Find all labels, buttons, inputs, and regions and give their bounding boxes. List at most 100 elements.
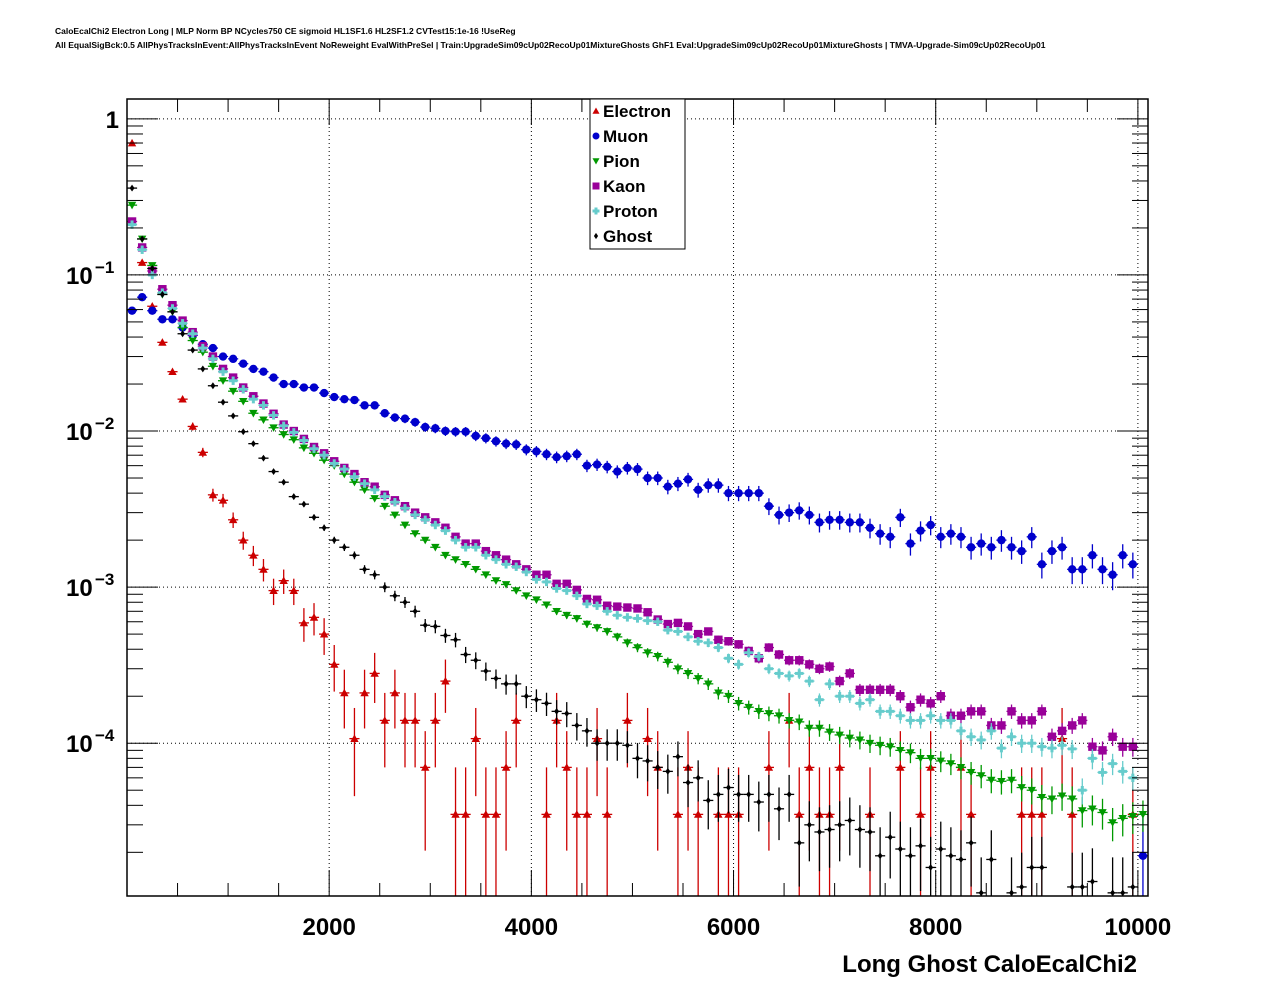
data-point	[713, 478, 724, 493]
marker-bar	[696, 637, 700, 646]
data-point	[127, 220, 138, 229]
marker	[1118, 815, 1127, 823]
marker	[855, 736, 865, 745]
marker-bar	[858, 699, 862, 708]
marker	[289, 436, 298, 444]
marker	[483, 667, 489, 675]
marker	[239, 535, 248, 544]
data-point	[743, 700, 754, 715]
series-ghost	[127, 184, 1138, 897]
marker	[432, 622, 438, 630]
data-point	[248, 394, 259, 404]
marker	[198, 448, 208, 456]
data-point	[794, 816, 805, 887]
data-point	[359, 401, 370, 410]
marker	[1029, 863, 1035, 871]
marker-bar	[615, 611, 619, 620]
marker	[754, 488, 764, 498]
data-point	[1016, 713, 1027, 729]
marker	[1037, 707, 1047, 716]
marker	[299, 444, 309, 453]
marker	[614, 739, 620, 747]
marker	[643, 473, 652, 483]
data-point	[864, 693, 876, 707]
marker	[503, 680, 509, 688]
marker	[299, 618, 309, 627]
marker	[319, 629, 329, 638]
marker-bar	[413, 510, 417, 520]
marker	[683, 622, 693, 631]
data-point	[945, 753, 956, 776]
marker	[693, 810, 703, 818]
marker	[299, 383, 309, 392]
marker	[281, 478, 287, 486]
marker	[1098, 809, 1107, 817]
data-point	[773, 708, 785, 724]
marker	[249, 409, 258, 418]
marker	[218, 496, 228, 504]
x-tick-label: 2000	[302, 914, 355, 941]
marker	[501, 439, 511, 448]
data-point	[602, 767, 613, 896]
data-point	[238, 359, 249, 368]
data-point	[915, 693, 926, 707]
data-point	[935, 713, 946, 729]
marker	[805, 660, 814, 669]
data-point	[470, 543, 481, 552]
data-point	[228, 376, 239, 385]
marker	[461, 427, 470, 436]
marker-bar	[373, 485, 377, 495]
data-point	[602, 627, 613, 636]
data-point	[268, 424, 279, 432]
data-point	[773, 649, 785, 660]
data-point	[1046, 540, 1058, 564]
marker	[663, 658, 673, 667]
data-point	[824, 511, 835, 530]
marker	[228, 354, 238, 364]
marker	[249, 394, 258, 404]
data-point	[511, 562, 522, 571]
marker	[1098, 565, 1107, 574]
marker	[137, 245, 147, 254]
marker	[168, 315, 177, 324]
marker	[946, 760, 956, 768]
data-point	[986, 723, 997, 740]
marker	[754, 707, 764, 716]
marker	[746, 790, 752, 798]
data-point	[693, 637, 704, 646]
marker	[594, 739, 600, 747]
data-point	[1026, 778, 1037, 805]
marker	[1130, 883, 1136, 891]
data-point	[339, 394, 350, 404]
marker	[513, 680, 519, 688]
marker	[218, 377, 228, 385]
legend-item-kaon: Kaon	[592, 177, 646, 196]
marker	[897, 845, 903, 853]
marker-bar	[565, 586, 569, 595]
marker	[956, 532, 966, 542]
data-point	[844, 690, 855, 703]
data-point	[238, 397, 249, 406]
marker-bar	[828, 679, 832, 689]
y-tick-label: 10 −3	[66, 570, 114, 602]
marker	[1007, 543, 1016, 552]
data-point	[511, 439, 522, 450]
marker	[877, 852, 883, 860]
data-point	[581, 620, 593, 629]
data-point	[875, 704, 886, 719]
marker	[865, 523, 875, 532]
marker	[511, 440, 521, 449]
marker-bar	[888, 707, 892, 716]
marker	[795, 810, 804, 818]
marker	[1017, 784, 1026, 792]
data-point	[379, 409, 390, 418]
marker	[127, 201, 137, 210]
data-point	[844, 668, 855, 680]
marker	[542, 577, 551, 587]
data-point	[207, 362, 218, 371]
marker	[1118, 551, 1127, 560]
data-point	[743, 774, 754, 822]
data-point	[450, 535, 461, 545]
marker	[806, 821, 812, 829]
data-point	[642, 471, 653, 486]
